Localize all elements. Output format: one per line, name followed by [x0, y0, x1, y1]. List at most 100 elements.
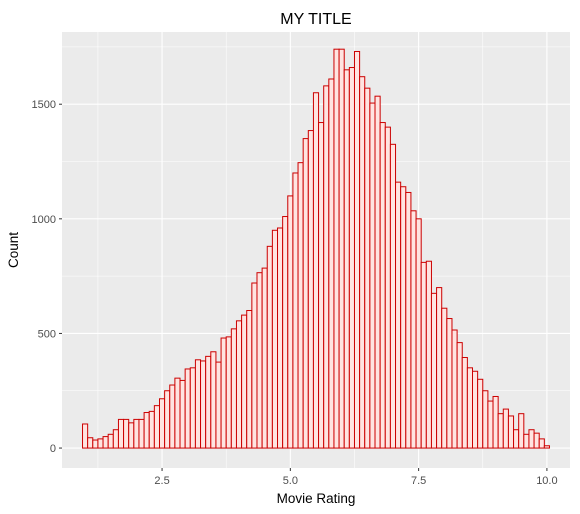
histogram-bar	[282, 216, 289, 449]
histogram-bar	[333, 48, 340, 449]
histogram-bar	[364, 87, 371, 449]
histogram-bar	[466, 367, 474, 449]
x-tick-label: 7.5	[411, 475, 426, 487]
histogram-bar	[230, 328, 237, 449]
histogram-bar	[487, 400, 494, 449]
histogram-bar	[389, 143, 397, 449]
histogram-bar	[395, 181, 402, 449]
x-axis-title: Movie Rating	[277, 491, 356, 506]
histogram-bar	[205, 355, 212, 449]
y-axis-ticks: 0 500 1000 1500	[32, 99, 62, 455]
y-tick-label: 500	[38, 328, 56, 340]
histogram-bar	[374, 95, 381, 449]
histogram-bar	[138, 418, 145, 449]
histogram-bar	[523, 433, 530, 449]
histogram-bar	[241, 314, 248, 449]
histogram-bar	[117, 418, 125, 449]
histogram-bar	[415, 218, 422, 449]
histogram-bar	[446, 318, 453, 449]
histogram-bar	[307, 130, 314, 449]
histogram-bar	[405, 191, 412, 449]
histogram-bar	[92, 439, 99, 449]
histogram-bar	[502, 408, 509, 449]
histogram-bar	[430, 292, 438, 449]
histogram-bar	[400, 186, 407, 449]
histogram-bar	[369, 102, 376, 449]
histogram-bar	[246, 310, 253, 449]
histogram-bar	[543, 445, 550, 449]
histogram-bar	[235, 320, 243, 449]
histogram-bar	[256, 272, 263, 449]
x-tick-label: 5.0	[283, 475, 298, 487]
histogram-bar	[379, 122, 386, 449]
histogram-bar	[200, 360, 207, 449]
histogram-bar	[528, 429, 535, 449]
histogram-bar	[128, 422, 135, 449]
histogram-bar	[287, 195, 294, 449]
histogram-bar	[148, 410, 155, 449]
histogram-bar	[518, 413, 525, 449]
histogram-bar	[312, 92, 320, 449]
histogram-bar	[343, 69, 350, 449]
y-tick-label: 1000	[32, 214, 56, 226]
histogram-bar	[538, 438, 545, 449]
histogram-bars	[82, 48, 550, 449]
histogram-bar	[87, 437, 94, 449]
histogram-bar	[194, 359, 202, 449]
histogram-bar	[477, 378, 484, 449]
histogram-bar	[133, 418, 140, 449]
histogram-bar	[220, 337, 227, 449]
y-tick-label: 1500	[32, 99, 56, 111]
histogram-bar	[384, 126, 391, 449]
histogram-bar	[441, 307, 448, 449]
x-tick-label: 10.0	[536, 475, 557, 487]
histogram-bar	[338, 48, 345, 449]
histogram-bar	[158, 398, 166, 449]
histogram-bar	[472, 370, 479, 449]
histogram-bar	[112, 429, 119, 449]
histogram-bar	[210, 351, 217, 449]
chart-title: MY TITLE	[280, 11, 351, 28]
histogram-bar	[297, 162, 304, 449]
y-tick-label: 0	[50, 443, 56, 455]
histogram-bar	[184, 368, 191, 449]
histogram-bar	[153, 405, 160, 449]
histogram-bar	[410, 210, 417, 449]
histogram-bar	[507, 415, 515, 449]
histogram-bar	[189, 367, 196, 449]
histogram-bar	[318, 122, 325, 449]
histogram-bar	[348, 67, 355, 449]
histogram-bar	[420, 261, 427, 449]
histogram-bar	[266, 245, 273, 449]
histogram-bar	[302, 138, 309, 449]
histogram-bar	[497, 413, 504, 449]
histogram-bar	[251, 282, 258, 449]
histogram-bar	[261, 267, 268, 449]
histogram-bar	[215, 361, 222, 449]
histogram-bar	[107, 433, 114, 449]
histogram-bar	[292, 172, 299, 449]
y-axis-title: Count	[6, 232, 21, 268]
histogram-bar	[425, 260, 432, 449]
histogram-bar	[492, 395, 499, 449]
histogram-bar	[353, 50, 361, 449]
histogram-bar	[513, 429, 520, 449]
histogram-bar	[225, 336, 232, 449]
histogram-bar	[323, 85, 330, 449]
histogram-bar	[169, 384, 176, 449]
histogram-bar	[102, 436, 109, 449]
histogram-bar	[451, 329, 458, 449]
histogram-bar	[174, 377, 181, 449]
histogram-bar	[179, 379, 186, 449]
x-axis-ticks: 2.5 5.0 7.5 10.0	[154, 468, 558, 487]
x-tick-label: 2.5	[154, 475, 169, 487]
histogram-bar	[456, 342, 463, 449]
histogram-bar	[164, 390, 171, 449]
histogram-bar	[277, 227, 284, 449]
histogram-bar	[533, 432, 540, 449]
histogram-bar	[359, 76, 366, 449]
histogram-bar	[461, 357, 468, 449]
histogram-bar	[97, 438, 104, 449]
histogram-bar	[143, 412, 150, 449]
